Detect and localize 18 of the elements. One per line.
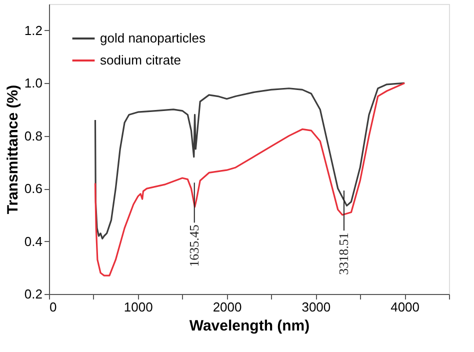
x-tick-label: 3000 (302, 300, 331, 314)
annotation: 3318.51 (336, 232, 351, 275)
y-tick-label: 1.0 (24, 76, 42, 91)
legend-label: gold nanoparticles (100, 30, 206, 46)
annotation: 1635.45 (186, 224, 202, 267)
y-tick-label: 1.2 (24, 22, 42, 38)
x-tick-label: 4000 (390, 300, 420, 314)
x-tick-label: 2000 (212, 300, 242, 314)
x-tick-label: 1000 (124, 300, 153, 314)
y-tick-label: 0.6 (24, 181, 42, 196)
y-tick-label: 0.2 (24, 286, 42, 302)
y-tick-label: 0.8 (24, 128, 42, 144)
x-axis-title: Wavelength (nm) (189, 318, 310, 334)
legend-label: sodium citrate (100, 52, 181, 68)
y-tick-label: 0.4 (24, 234, 42, 249)
y-axis-title: Transmittance (%) (4, 84, 22, 214)
x-tick-label: 0 (50, 300, 57, 314)
line-series (94, 82, 406, 276)
